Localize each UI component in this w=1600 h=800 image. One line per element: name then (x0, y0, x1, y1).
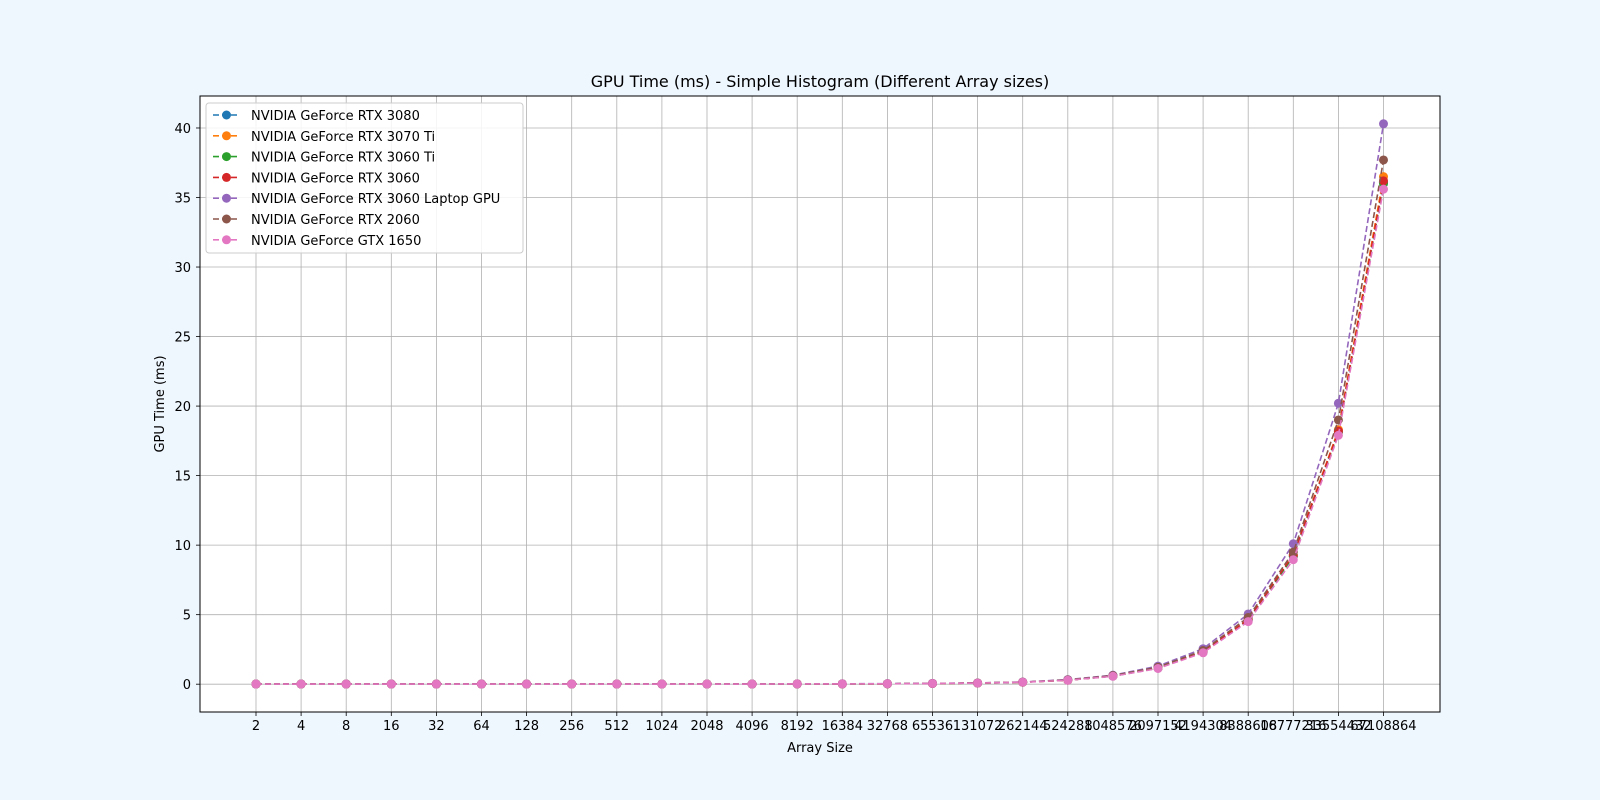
x-tick-label: 1024 (645, 719, 678, 734)
data-point-nvidia-geforce-gtx-1650 (1379, 184, 1388, 194)
x-axis-ticks: 2 4 8 16 32 64 128 256 512 1024 2048 4096 8192 16384 3… (252, 712, 1417, 734)
data-point-nvidia-geforce-gtx-1650 (477, 679, 486, 689)
data-point-nvidia-geforce-gtx-1650 (1018, 677, 1028, 687)
series-group (251, 119, 1388, 689)
x-tick-label: 67108864 (1350, 719, 1416, 734)
data-point-nvidia-geforce-gtx-1650 (567, 679, 577, 689)
x-tick-label: 4194304 (1174, 719, 1232, 734)
data-point-nvidia-geforce-gtx-1650 (1243, 617, 1253, 627)
legend-marker (222, 110, 231, 120)
data-point-nvidia-geforce-gtx-1650 (928, 678, 937, 688)
x-tick-label: 524288 (1043, 719, 1093, 734)
data-point-nvidia-geforce-gtx-1650 (431, 679, 441, 689)
legend-marker (222, 214, 231, 224)
x-tick-label: 4 (297, 719, 305, 734)
data-point-nvidia-geforce-gtx-1650 (612, 679, 622, 689)
x-axis-label: Array Size (787, 741, 853, 756)
data-point-nvidia-geforce-rtx-2060 (1288, 547, 1298, 557)
x-tick-label: 256 (559, 719, 584, 734)
y-tick-label: 10 (174, 539, 191, 554)
data-point-nvidia-geforce-gtx-1650 (1333, 430, 1343, 440)
x-tick-label: 32768 (867, 719, 908, 734)
data-point-nvidia-geforce-gtx-1650 (657, 679, 667, 689)
data-point-nvidia-geforce-gtx-1650 (882, 679, 892, 689)
y-tick-label: 35 (174, 192, 191, 207)
legend-marker (222, 172, 231, 182)
x-tick-label: 16777216 (1260, 719, 1326, 734)
x-tick-label: 16 (383, 719, 400, 734)
data-point-nvidia-geforce-gtx-1650 (747, 679, 757, 689)
data-point-nvidia-geforce-gtx-1650 (1288, 555, 1298, 565)
data-point-nvidia-geforce-gtx-1650 (251, 679, 261, 689)
legend-label: NVIDIA GeForce RTX 3060 Ti (251, 151, 435, 166)
x-tick-label: 16384 (822, 719, 863, 734)
legend-label: NVIDIA GeForce RTX 3080 (251, 109, 420, 124)
data-point-nvidia-geforce-rtx-3060 (1379, 176, 1388, 186)
chart-title: GPU Time (ms) - Simple Histogram (Differ… (591, 72, 1049, 91)
data-point-nvidia-geforce-gtx-1650 (296, 679, 306, 689)
data-point-nvidia-geforce-rtx-3060-laptop-gpu (1379, 119, 1388, 129)
x-tick-label: 32 (428, 719, 445, 734)
legend: NVIDIA GeForce RTX 3080 NVIDIA GeForce RT… (205, 102, 524, 254)
y-tick-label: 15 (174, 470, 191, 485)
x-tick-label: 2097152 (1129, 719, 1187, 734)
data-point-nvidia-geforce-rtx-2060 (1379, 155, 1388, 165)
x-tick-label: 1048576 (1084, 719, 1142, 734)
legend-marker (222, 193, 231, 203)
y-tick-label: 25 (174, 331, 191, 346)
x-tick-label: 262144 (998, 719, 1048, 734)
x-tick-label: 33554432 (1305, 719, 1371, 734)
y-tick-label: 30 (174, 261, 191, 276)
data-point-nvidia-geforce-gtx-1650 (837, 679, 847, 689)
data-point-nvidia-geforce-rtx-3060-laptop-gpu (1333, 398, 1343, 408)
data-point-nvidia-geforce-gtx-1650 (1063, 675, 1073, 685)
x-tick-label: 2 (252, 719, 260, 734)
x-tick-label: 2048 (690, 719, 723, 734)
data-point-nvidia-geforce-gtx-1650 (1153, 663, 1163, 673)
data-point-nvidia-geforce-gtx-1650 (1198, 648, 1208, 658)
data-point-nvidia-geforce-gtx-1650 (702, 679, 712, 689)
y-tick-label: 40 (174, 122, 191, 137)
y-tick-label: 5 (183, 609, 191, 624)
legend-marker (222, 131, 231, 141)
legend-marker (222, 152, 231, 162)
legend-label: NVIDIA GeForce RTX 2060 (251, 213, 420, 228)
x-tick-label: 4096 (736, 719, 769, 734)
legend-marker (222, 235, 231, 245)
y-tick-label: 0 (183, 678, 191, 693)
x-tick-label: 8 (342, 719, 350, 734)
x-tick-label: 8388608 (1219, 719, 1277, 734)
data-point-nvidia-geforce-gtx-1650 (341, 679, 351, 689)
data-point-nvidia-geforce-gtx-1650 (1108, 671, 1118, 681)
series-line-nvidia-geforce-gtx-1650 (256, 189, 1385, 685)
x-tick-label: 8192 (781, 719, 814, 734)
plot-frame (199, 95, 1441, 713)
data-point-nvidia-geforce-gtx-1650 (973, 678, 983, 688)
x-tick-label: 65536 (912, 719, 953, 734)
x-tick-label: 64 (473, 719, 490, 734)
x-tick-label: 131072 (953, 719, 1003, 734)
y-tick-label: 20 (174, 400, 191, 415)
y-axis-ticks: 0 5 10 15 20 25 30 35 40 (174, 122, 200, 693)
legend-label: NVIDIA GeForce RTX 3060 Laptop GPU (251, 192, 500, 207)
x-tick-label: 128 (514, 719, 539, 734)
legend-label: NVIDIA GeForce GTX 1650 (251, 234, 421, 249)
legend-label: NVIDIA GeForce RTX 3060 (251, 171, 420, 186)
data-point-nvidia-geforce-gtx-1650 (522, 679, 532, 689)
legend-box (205, 102, 524, 254)
data-point-nvidia-geforce-gtx-1650 (792, 679, 802, 689)
x-tick-label: 512 (604, 719, 629, 734)
legend-label: NVIDIA GeForce RTX 3070 Ti (251, 130, 435, 145)
data-point-nvidia-geforce-gtx-1650 (386, 679, 396, 689)
y-axis-label: GPU Time (ms) (153, 355, 168, 452)
